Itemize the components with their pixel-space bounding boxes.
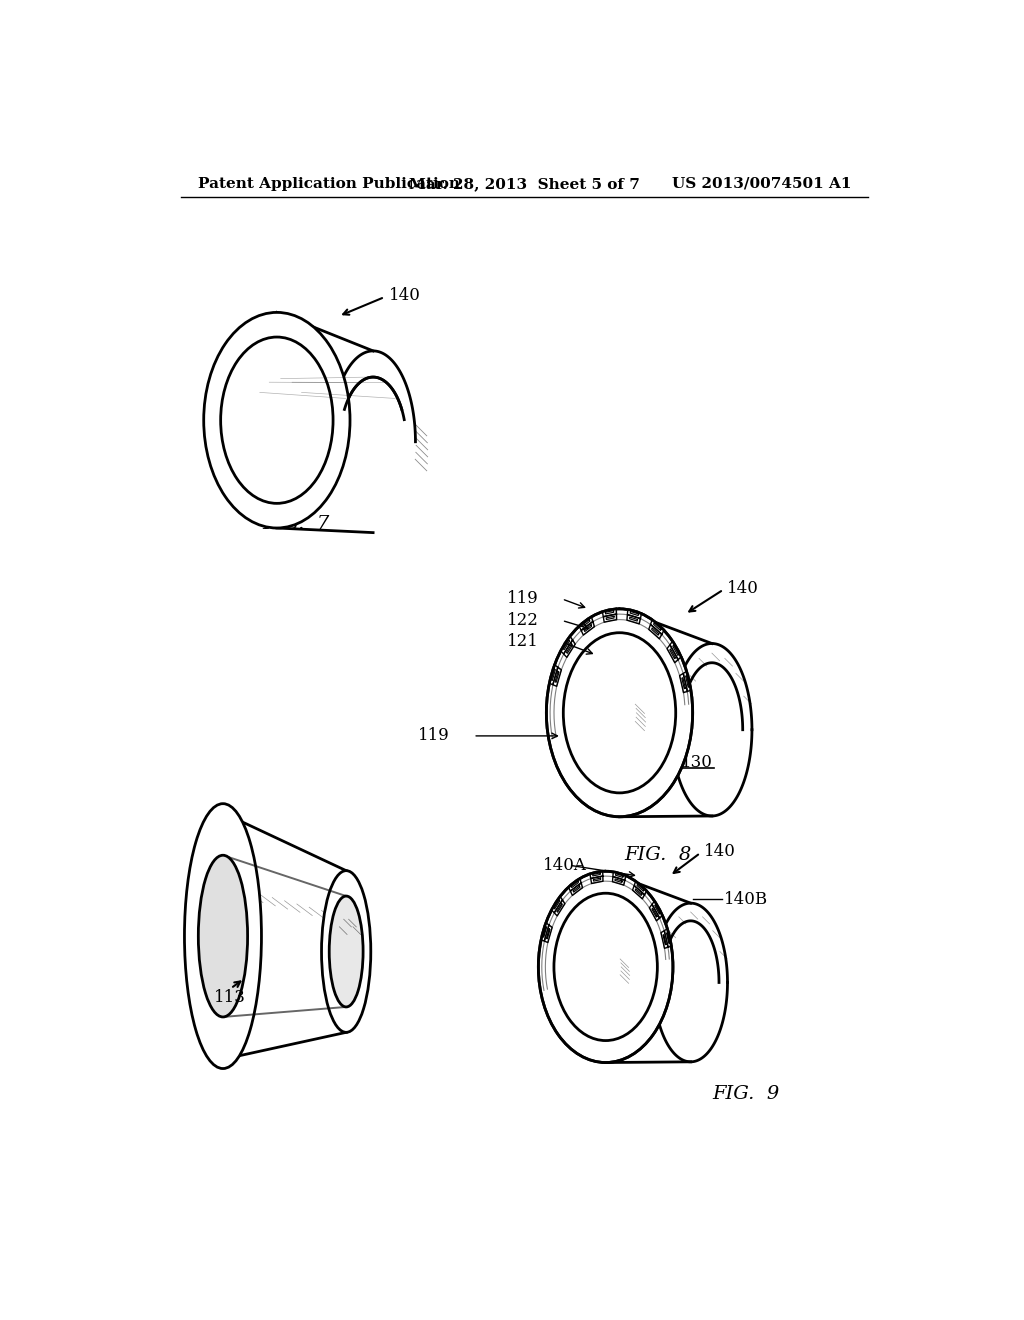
Polygon shape [560,636,572,653]
Polygon shape [551,896,562,912]
Polygon shape [573,886,580,892]
Ellipse shape [563,632,676,793]
Polygon shape [673,645,679,656]
Ellipse shape [184,804,261,1069]
Polygon shape [635,888,642,895]
Polygon shape [606,616,614,619]
Text: US 2013/0074501 A1: US 2013/0074501 A1 [672,177,851,191]
Polygon shape [670,642,682,660]
Text: 140B: 140B [724,891,768,908]
Polygon shape [555,672,559,682]
Text: Mar. 28, 2013  Sheet 5 of 7: Mar. 28, 2013 Sheet 5 of 7 [410,177,640,191]
Ellipse shape [220,337,333,503]
Text: FIG.  7: FIG. 7 [262,515,330,533]
Polygon shape [591,876,603,883]
Polygon shape [602,609,616,616]
Text: 113: 113 [214,989,246,1006]
Text: 120: 120 [233,396,266,413]
Polygon shape [568,878,582,891]
Polygon shape [605,611,613,614]
Polygon shape [686,676,689,688]
Polygon shape [628,609,642,619]
Ellipse shape [554,894,657,1040]
Polygon shape [553,667,561,686]
Polygon shape [584,624,592,631]
Polygon shape [554,900,560,909]
Ellipse shape [204,313,350,528]
Polygon shape [582,622,595,635]
Polygon shape [593,873,600,876]
Polygon shape [541,923,549,941]
Polygon shape [571,882,579,887]
Polygon shape [582,619,590,627]
Ellipse shape [539,871,673,1063]
Text: 119: 119 [507,590,539,607]
Polygon shape [667,645,678,663]
Polygon shape [680,673,687,693]
Polygon shape [605,871,690,1063]
Polygon shape [665,928,672,948]
Polygon shape [579,616,593,630]
Polygon shape [649,904,659,921]
Polygon shape [566,644,572,653]
Polygon shape [549,664,558,685]
Polygon shape [554,900,565,916]
Polygon shape [615,874,624,878]
Polygon shape [652,900,663,917]
Ellipse shape [322,871,371,1032]
Polygon shape [634,880,647,895]
Polygon shape [654,904,660,913]
Polygon shape [620,609,712,817]
Text: FIG.  9: FIG. 9 [712,1085,779,1104]
Polygon shape [547,929,550,939]
Polygon shape [613,871,626,880]
Polygon shape [653,623,662,631]
Polygon shape [570,883,583,895]
Polygon shape [667,933,670,944]
Polygon shape [543,927,547,937]
Text: 140: 140 [388,286,421,304]
Text: 140: 140 [727,579,759,597]
Polygon shape [276,313,373,533]
Polygon shape [652,908,657,917]
Polygon shape [637,884,644,891]
Polygon shape [615,879,623,883]
Ellipse shape [547,609,692,817]
Polygon shape [633,886,644,899]
Polygon shape [545,925,552,942]
Polygon shape [563,640,575,657]
Polygon shape [651,628,658,635]
Polygon shape [660,931,668,948]
Polygon shape [630,618,638,620]
Polygon shape [590,871,603,878]
Polygon shape [682,677,685,689]
Text: Patent Application Publication: Patent Application Publication [199,177,461,191]
Text: FIG.  8: FIG. 8 [625,846,691,865]
Polygon shape [670,649,676,659]
Polygon shape [612,876,625,886]
Text: 130: 130 [681,754,713,771]
Text: 122: 122 [507,612,539,628]
Polygon shape [593,878,601,880]
Ellipse shape [199,855,248,1016]
Text: 130: 130 [313,437,345,453]
Text: 121: 121 [507,634,539,651]
Polygon shape [683,671,691,692]
Text: 140A: 140A [543,857,587,874]
Polygon shape [223,813,346,1059]
Polygon shape [603,614,616,622]
Polygon shape [663,935,667,945]
Polygon shape [627,615,640,624]
Text: 140: 140 [705,843,736,859]
Polygon shape [650,619,665,635]
Polygon shape [563,640,569,649]
Polygon shape [551,669,555,681]
Polygon shape [649,624,662,639]
Polygon shape [630,611,639,615]
Text: 119: 119 [419,727,451,744]
Ellipse shape [330,896,364,1007]
Polygon shape [557,904,562,912]
